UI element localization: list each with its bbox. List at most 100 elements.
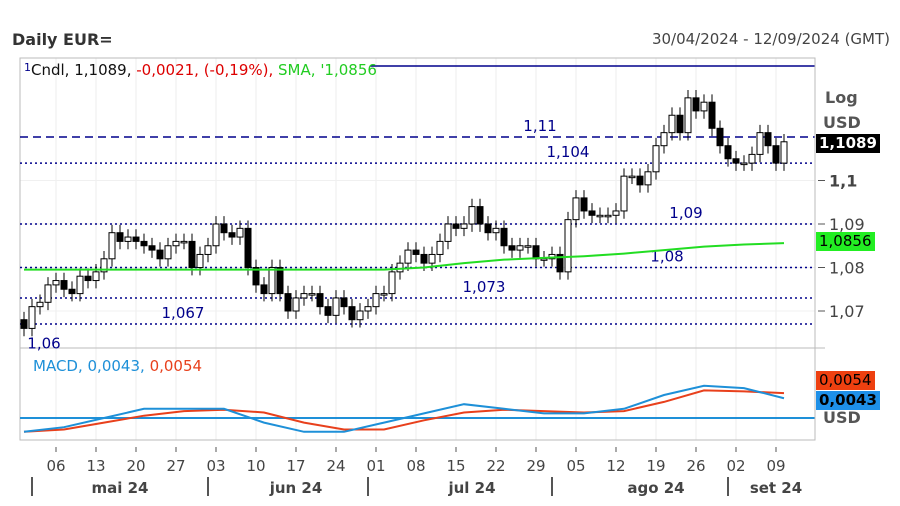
macd-tag: 0,0043 [816,391,880,410]
candle-body [660,132,668,147]
last-price-tag: 1,1089 [816,134,880,153]
candle-body [436,240,444,255]
candle-body [116,232,124,242]
candle-body [708,101,716,129]
candle-body [252,267,260,286]
price-tick-label: 1,07 [829,302,865,321]
macd-line [23,384,785,433]
level-label: 1,067 [162,304,205,322]
x-tick-label: 03 [206,457,225,475]
candle-body [540,258,548,261]
month-label: ago 24 [627,479,684,497]
candle-body [524,245,532,248]
candle-body [44,284,52,303]
price-legend: 1Cndl, 1,1089, -0,0021, (-0,19%), SMA, '… [24,61,377,79]
candle-body [420,253,428,264]
candle-body [404,249,412,264]
x-tick-label: 17 [286,457,305,475]
month-label: jun 24 [269,479,323,497]
candle-body [92,271,100,282]
month-label: mai 24 [92,479,149,497]
candle-body [140,240,148,247]
price-tick-label: 1,09 [829,215,865,234]
candle-body [732,158,740,164]
x-tick-label: 08 [406,457,425,475]
x-tick-label: 29 [526,457,545,475]
candle-body [652,145,660,173]
level-label: 1,073 [463,278,506,296]
legend-marker: 1 [24,61,31,74]
legend-sma-value: '1,0856 [320,61,377,79]
candle-body [84,275,92,282]
x-tick-label: 24 [326,457,345,475]
candle-body [348,306,356,321]
sma-line [24,242,785,271]
x-tick-label: 19 [646,457,665,475]
macd-value: 0,0043, [87,357,145,375]
candle-body [372,293,380,308]
x-tick-label: 20 [126,457,145,475]
candle-body [52,280,60,286]
candle-body [636,175,644,186]
candle-body [220,223,228,234]
candle-body [156,249,164,260]
candle-body [452,223,460,229]
date-range: 30/04/2024 - 12/09/2024 (GMT) [651,30,890,48]
candle-body [212,223,220,247]
candle-body [268,267,276,295]
candle-body [236,227,244,238]
candle-body [596,214,604,218]
month-label: set 24 [750,479,802,497]
candle-body [572,197,580,221]
candle-body [460,223,468,229]
candle-body [388,271,396,295]
level-label: 1,11 [523,117,556,135]
x-tick-label: 10 [246,457,265,475]
x-tick-label: 13 [86,457,105,475]
macd-label: MACD, [33,357,83,375]
legend-series: Cndl, [31,61,70,79]
candle-body [476,206,484,225]
candle-body [700,101,708,112]
x-tick-label: 01 [366,457,385,475]
legend-sma-label: SMA, [278,61,316,79]
candle-body [468,206,476,225]
candle-body [724,145,732,160]
candle-body [780,141,788,164]
candle-body [276,267,284,295]
candle-body [76,275,84,295]
level-label: 1,08 [650,248,683,266]
candle-body [188,240,196,268]
candle-body [516,245,524,251]
candle-body [180,240,188,244]
candle-body [292,297,300,312]
candle-body [444,223,452,242]
signal-value: 0,0054 [149,357,203,375]
candle-body [228,232,236,238]
candle-body [532,245,540,260]
macd-currency-label: USD [823,408,861,427]
scale-label: Log [825,88,858,107]
candle-body [300,293,308,299]
candle-body [36,301,44,308]
candle-body [716,127,724,147]
candle-body [340,297,348,308]
signal-tag: 0,0054 [816,371,875,390]
candle-body [260,284,268,295]
candle-body [356,310,364,321]
candle-body [484,223,492,234]
candle-body [684,97,692,134]
price-tick-label: 1,08 [829,259,865,278]
candle-body [772,145,780,164]
candle-body [148,245,156,251]
x-tick-label: 09 [766,457,785,475]
x-tick-label: 27 [166,457,185,475]
candle-body [60,280,68,290]
candle-body [612,210,620,216]
x-tick-label: 26 [686,457,705,475]
candle-body [204,245,212,255]
candle-body [28,306,36,329]
candle-body [756,132,764,155]
candle-body [108,232,116,260]
